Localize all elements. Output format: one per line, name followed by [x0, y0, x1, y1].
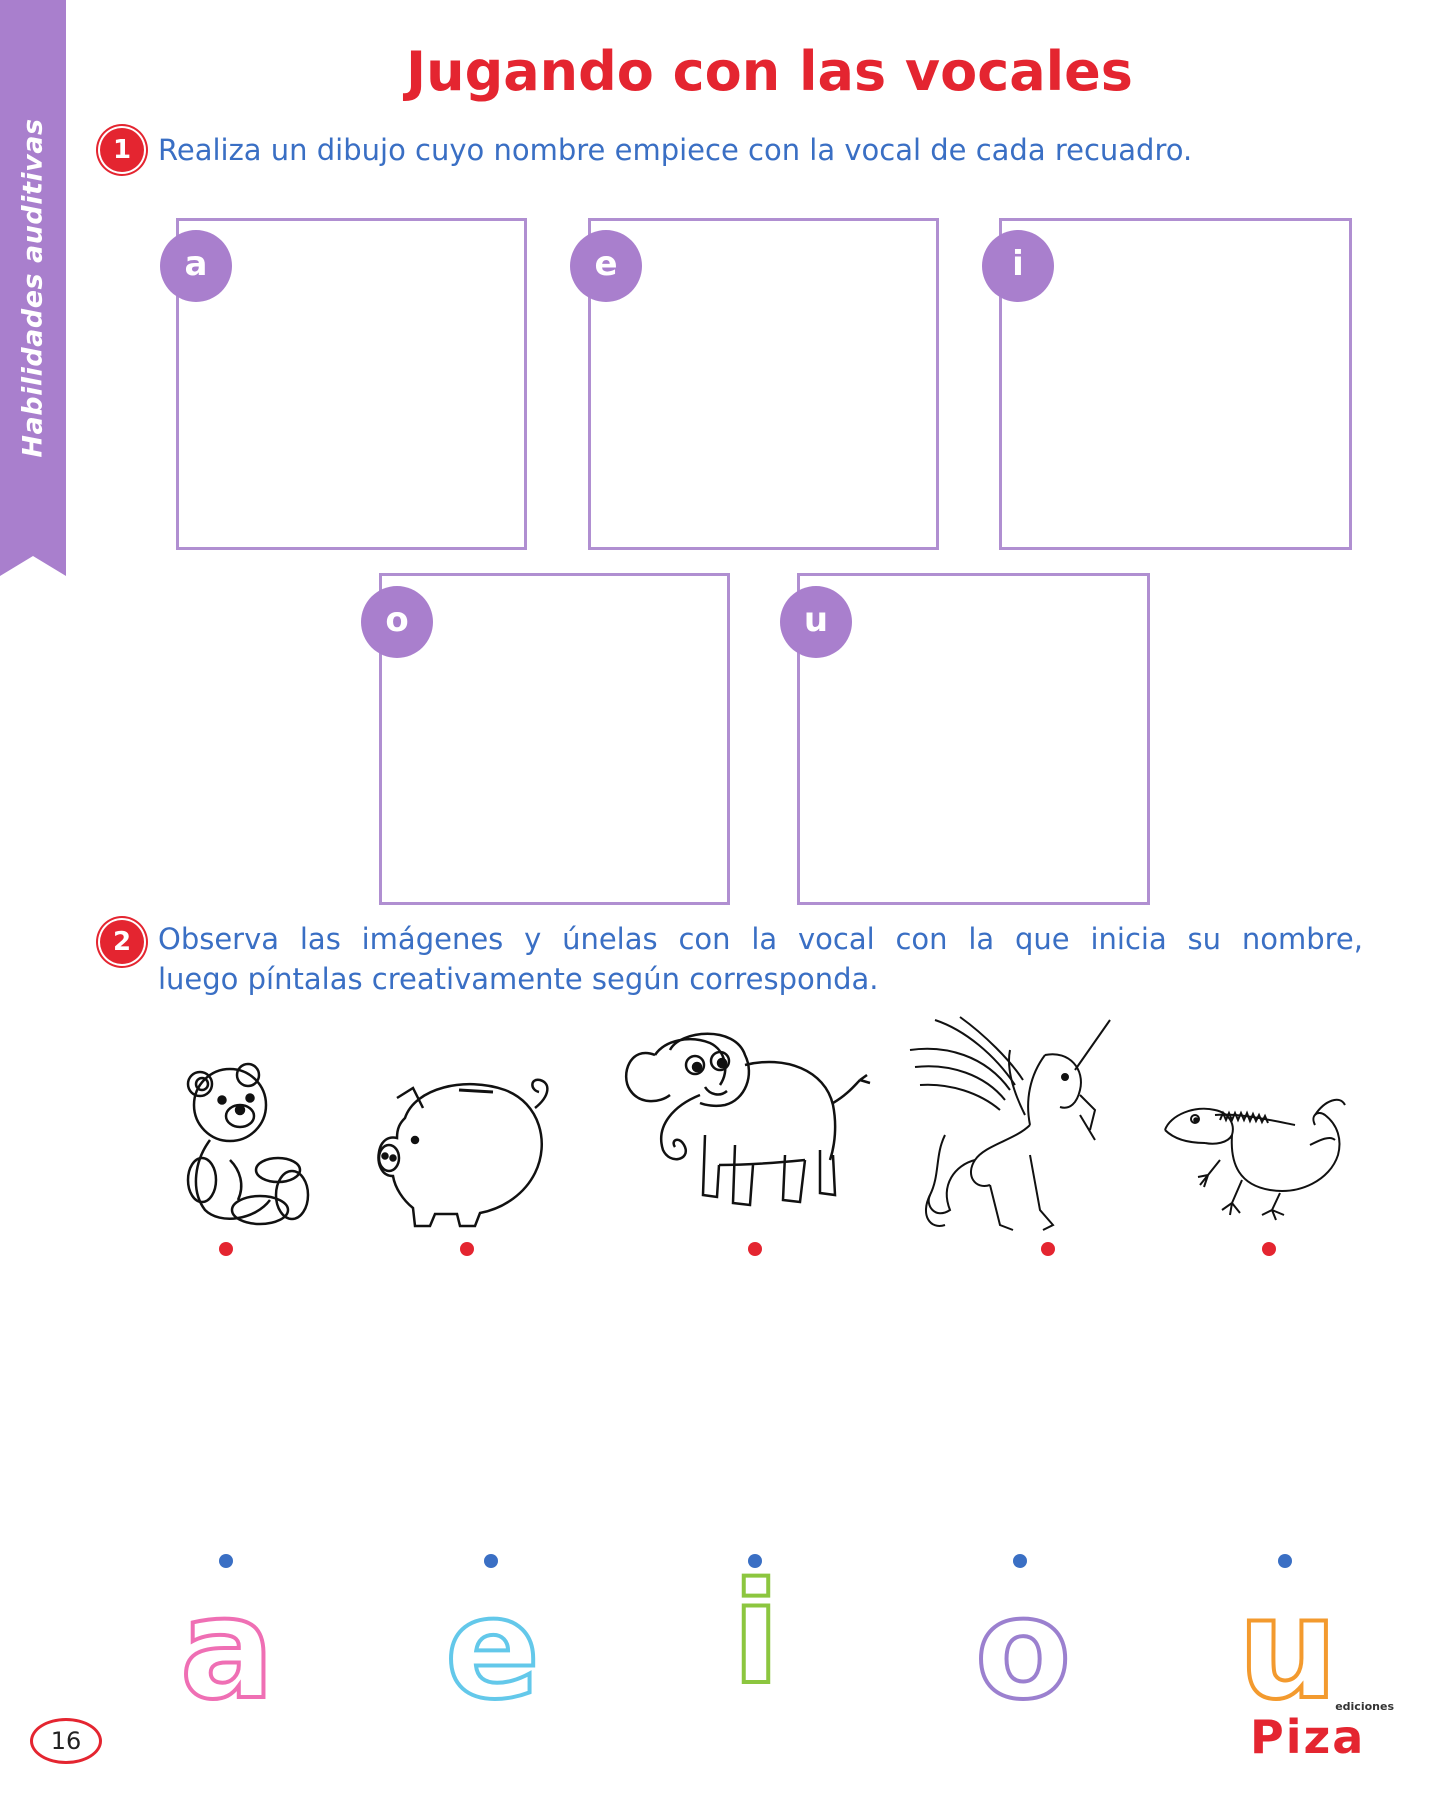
image-dot[interactable] [1041, 1242, 1055, 1256]
drawing-box-a[interactable] [176, 218, 527, 550]
vowel-tag-u: u [780, 586, 852, 658]
drawing-box-u[interactable] [797, 573, 1150, 905]
letter-e: e [443, 1568, 542, 1731]
image-dot[interactable] [460, 1242, 474, 1256]
exercise-number-badge-2: 2 [100, 920, 144, 964]
drawing-box-e[interactable] [588, 218, 939, 550]
page-number: 16 [30, 1718, 102, 1764]
brand-logo: ediciones Piza [1250, 1700, 1400, 1764]
image-dot[interactable] [1262, 1242, 1276, 1256]
letter-dot[interactable] [1278, 1554, 1292, 1568]
vowel-tag-e: e [570, 230, 642, 302]
letter-dot[interactable] [484, 1554, 498, 1568]
side-tab: Habilidades auditivas [0, 0, 66, 580]
side-tab-shape [0, 0, 66, 576]
page-title: Jugando con las vocales [406, 40, 1133, 103]
drawing-box-o[interactable] [379, 573, 730, 905]
teddy-bear-icon [160, 1060, 320, 1240]
vowel-tag-i: i [982, 230, 1054, 302]
letter-dot[interactable] [219, 1554, 233, 1568]
exercise2-instruction-line1: Observa las imágenes y únelas con la voc… [158, 922, 1363, 956]
vowel-tag-a: a [160, 230, 232, 302]
brand-subtitle: ediciones [1335, 1700, 1394, 1713]
letter-u: u [1236, 1568, 1340, 1731]
image-dot[interactable] [219, 1242, 233, 1256]
piggy-bank-icon [375, 1068, 555, 1228]
image-dot[interactable] [748, 1242, 762, 1256]
unicorn-icon [905, 1015, 1120, 1245]
exercise-number-badge: 1 [100, 128, 144, 172]
drawing-box-i[interactable] [999, 218, 1352, 550]
brand-name: Piza [1250, 1710, 1366, 1764]
vowel-tag-o: o [361, 586, 433, 658]
iguana-icon [1160, 1085, 1350, 1225]
exercise2-instruction-line2: luego píntalas creativamente según corre… [158, 962, 879, 996]
side-tab-label: Habilidades auditivas [17, 118, 49, 458]
letter-a: a [178, 1568, 277, 1731]
elephant-icon [615, 1025, 877, 1235]
letter-o: o [973, 1568, 1073, 1731]
letter-dot[interactable] [748, 1554, 762, 1568]
letter-i: i [730, 1553, 782, 1716]
letter-dot[interactable] [1013, 1554, 1027, 1568]
exercise1-instruction: Realiza un dibujo cuyo nombre empiece co… [158, 133, 1193, 167]
